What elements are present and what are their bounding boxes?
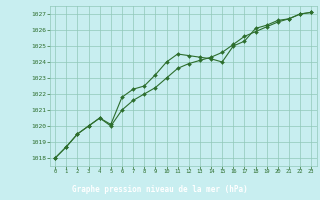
Text: Graphe pression niveau de la mer (hPa): Graphe pression niveau de la mer (hPa) bbox=[72, 185, 248, 194]
